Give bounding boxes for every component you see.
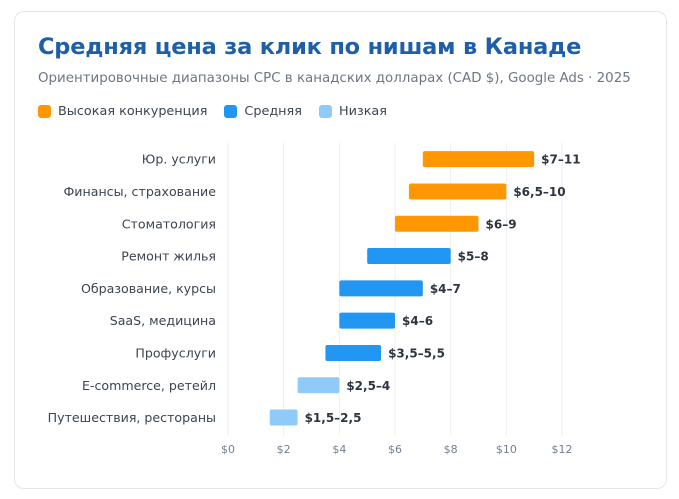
value-label: $1,5–2,5 [305, 411, 362, 425]
legend-swatch-medium [224, 105, 238, 118]
x-tick-label: $0 [221, 443, 235, 456]
category-label: E-commerce, ретейл [82, 378, 216, 393]
x-tick-label: $2 [277, 443, 291, 456]
x-tick-label: $12 [552, 443, 573, 456]
value-labels: $7–11 $6,5–10 $6–9 $5–8 $4–7 $4–6 $3,5–5,5 $2,5… [305, 153, 581, 425]
legend-item-medium: Средняя [224, 104, 302, 119]
x-axis-ticks: $0 $2 $4 $6 $8 $10 $12 [221, 443, 573, 456]
x-tick-label: $8 [444, 443, 458, 456]
category-labels: Юр. услуги Финансы, страхование Стоматолог… [48, 152, 217, 425]
range-bar [269, 409, 298, 426]
range-bar [395, 215, 479, 232]
legend-label-high: Высокая конкуренция [58, 104, 208, 119]
category-label: Юр. услуги [142, 152, 216, 167]
x-tick-label: $4 [332, 443, 346, 456]
category-label: Путешествия, рестораны [48, 410, 216, 425]
range-bar [408, 183, 507, 200]
value-label: $6,5–10 [513, 185, 565, 199]
category-label: SaaS, медицина [110, 313, 216, 328]
legend-label-low: Низкая [338, 104, 387, 119]
range-bar [297, 377, 340, 394]
category-label: Стоматология [122, 216, 216, 231]
x-tick-label: $6 [388, 443, 402, 456]
x-tick-label: $10 [496, 443, 517, 456]
value-label: $3,5–5,5 [388, 346, 445, 360]
legend-item-low: Низкая [318, 104, 387, 119]
chart-subtitle: Ориентировочные диапазоны CPC в канадски… [38, 71, 631, 86]
range-bar [422, 151, 535, 168]
range-bar [339, 280, 423, 297]
value-label: $2,5–4 [346, 379, 390, 393]
legend-item-high: Высокая конкуренция [38, 104, 207, 119]
legend-swatch-low [318, 105, 332, 118]
value-label: $4–7 [430, 282, 461, 296]
chart-title: Средняя цена за клик по нишам в Канаде [38, 34, 582, 60]
category-label: Финансы, страхование [63, 184, 216, 199]
value-label: $5–8 [458, 250, 489, 264]
legend-swatch-high [38, 105, 51, 118]
range-bar [339, 312, 395, 329]
legend-label-medium: Средняя [244, 104, 302, 119]
category-label: Образование, курсы [81, 281, 216, 296]
value-label: $6–9 [486, 217, 517, 231]
range-bar [325, 344, 382, 361]
category-label: Ремонт жилья [121, 249, 216, 264]
chart-card [14, 11, 667, 489]
value-label: $7–11 [541, 153, 580, 167]
range-bar [367, 248, 451, 265]
bars [269, 151, 535, 426]
legend: Высокая конкуренция Средняя Низкая [38, 104, 404, 119]
category-label: Профуслуги [135, 345, 216, 360]
value-label: $4–6 [402, 314, 433, 328]
